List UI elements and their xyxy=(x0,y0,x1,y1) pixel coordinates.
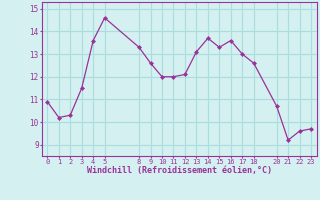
X-axis label: Windchill (Refroidissement éolien,°C): Windchill (Refroidissement éolien,°C) xyxy=(87,166,272,175)
